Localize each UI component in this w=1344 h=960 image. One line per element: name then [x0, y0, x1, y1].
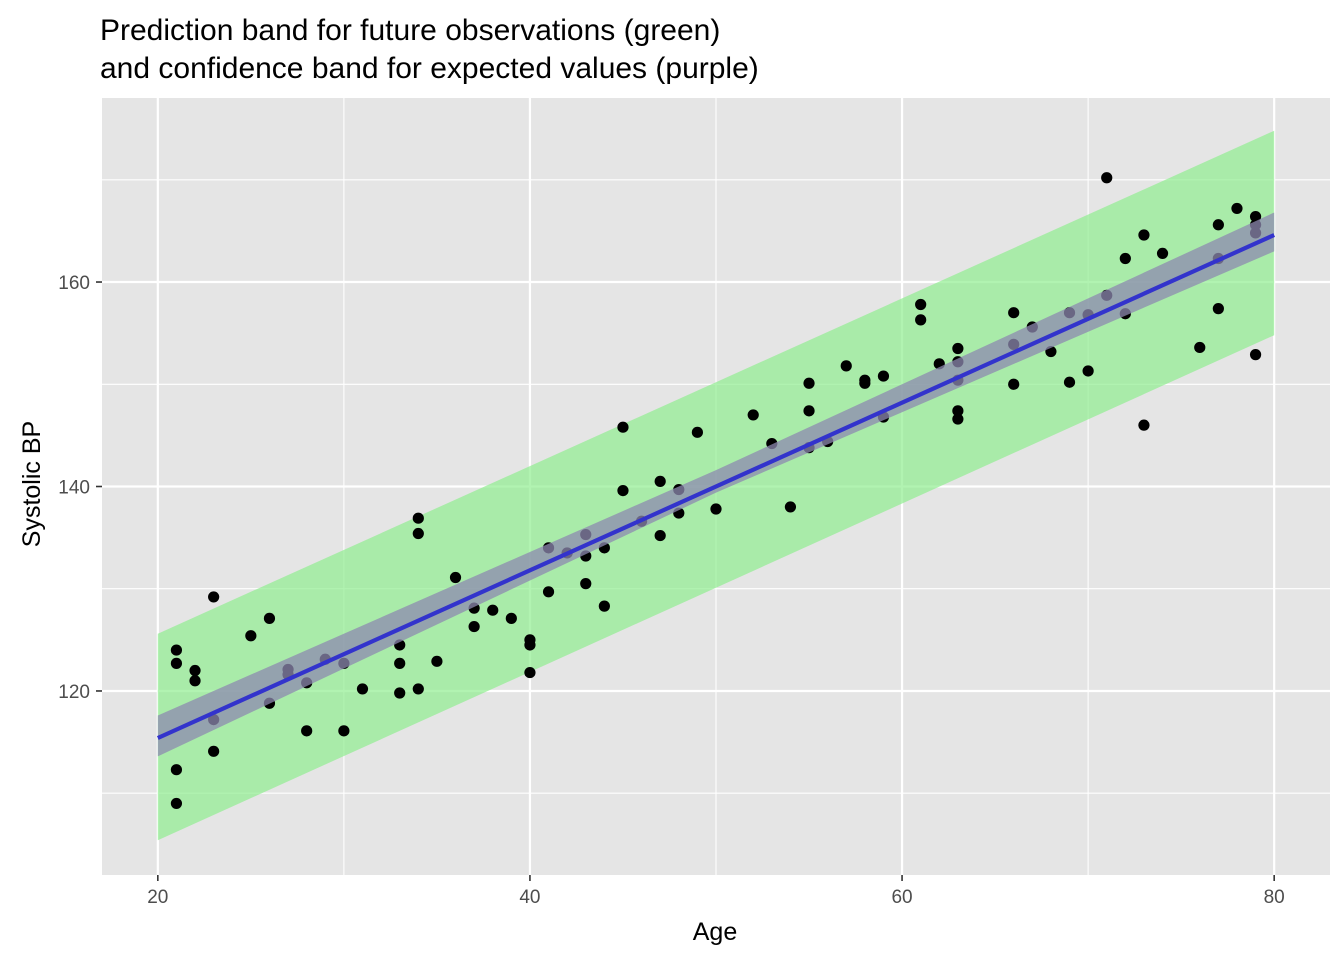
data-point [952, 342, 964, 355]
data-point [189, 664, 201, 677]
data-point [1138, 229, 1150, 241]
data-point [784, 501, 797, 513]
data-point [487, 604, 499, 616]
chart-title-line-1: Prediction band for future observations … [100, 14, 720, 47]
data-point [468, 620, 480, 633]
data-point [915, 314, 927, 326]
data-point [1008, 378, 1020, 390]
data-point [170, 657, 183, 669]
data-point [1156, 247, 1169, 259]
data-point [301, 725, 313, 737]
y-tick-label: 140 [58, 478, 90, 499]
data-point [952, 413, 964, 425]
data-point [617, 484, 629, 497]
y-axis-title: Systolic BP [18, 421, 46, 547]
data-point [840, 360, 852, 372]
data-point [338, 725, 350, 737]
y-tick-label: 120 [58, 682, 90, 703]
data-point [394, 657, 406, 669]
data-point [803, 405, 815, 417]
x-tick-label: 40 [519, 887, 540, 908]
data-point [524, 639, 536, 651]
data-point [263, 612, 276, 624]
data-point [654, 475, 666, 487]
data-point [412, 512, 424, 524]
data-point [170, 797, 183, 810]
data-point [208, 591, 220, 603]
x-tick-label: 80 [1264, 887, 1285, 908]
data-point [691, 426, 703, 438]
data-point [915, 298, 927, 311]
data-point [1101, 172, 1113, 184]
data-point [598, 600, 610, 612]
data-point [356, 683, 369, 695]
data-point [412, 683, 424, 695]
data-point [505, 612, 517, 624]
fit-line-layer [156, 212, 1276, 757]
data-point [710, 503, 722, 515]
data-point [1082, 365, 1094, 377]
data-point [1249, 349, 1262, 361]
data-point [170, 764, 183, 776]
data-point [542, 586, 555, 598]
axes: 20 40 60 80 120 140 160 [58, 273, 1284, 908]
data-point [189, 675, 201, 687]
data-point [394, 687, 406, 699]
y-tick-label: 160 [58, 273, 90, 294]
data-point [1212, 219, 1224, 231]
data-point [1212, 303, 1224, 315]
data-point [1231, 202, 1243, 215]
data-point [1194, 341, 1206, 354]
data-point [654, 529, 666, 542]
chart-title-line-2: and confidence band for expected values … [100, 52, 759, 85]
data-point [1063, 376, 1076, 388]
data-point [245, 630, 257, 642]
data-point [1119, 252, 1131, 265]
data-point [859, 377, 871, 389]
data-point [877, 370, 890, 382]
data-point [617, 421, 629, 433]
data-point [1008, 307, 1020, 319]
data-point [170, 644, 183, 656]
data-point [524, 666, 536, 679]
data-point [449, 571, 462, 584]
data-point [747, 409, 759, 421]
data-point [803, 377, 815, 389]
data-point [431, 655, 443, 667]
data-point [208, 745, 220, 757]
data-point [1249, 210, 1262, 223]
data-point [952, 405, 964, 417]
data-point [580, 578, 592, 590]
data-point [1138, 419, 1150, 431]
x-tick-label: 60 [891, 887, 912, 908]
x-axis-title: Age [693, 918, 737, 946]
x-tick-label: 20 [147, 887, 168, 908]
fit-line [156, 233, 1276, 740]
data-point [412, 527, 424, 540]
